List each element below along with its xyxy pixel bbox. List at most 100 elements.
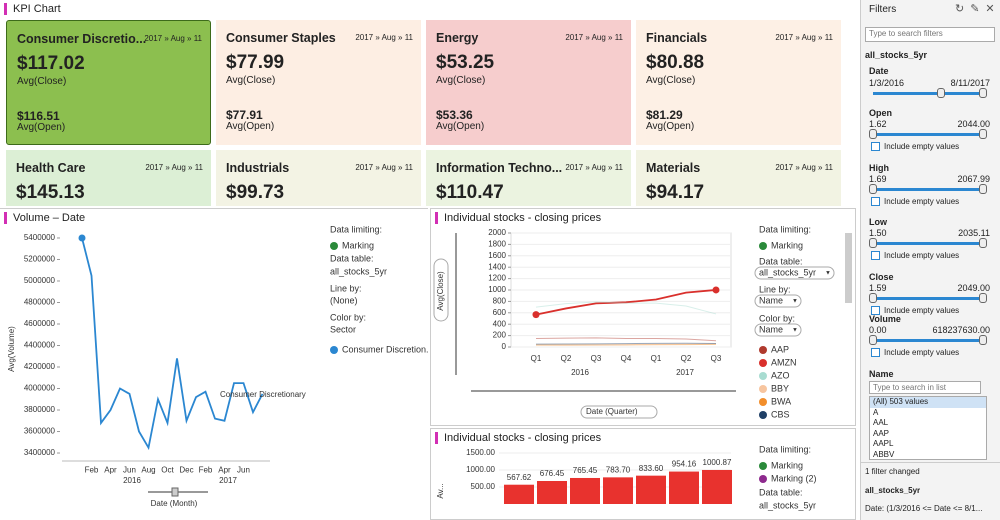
legend-text[interactable]: Name (759, 324, 783, 334)
kpi-tile[interactable]: Financials 2017 » Aug » 11 $80.88 Avg(Close… (636, 20, 841, 145)
tile-date: 2017 » Aug » 11 (145, 163, 203, 172)
filter-slider[interactable] (873, 297, 985, 300)
x-axis-selector[interactable] (580, 405, 658, 419)
tile-date: 2017 » Aug » 11 (144, 34, 202, 43)
filter-label: Name (869, 369, 894, 379)
filter-search[interactable]: Type to search filters (865, 27, 995, 42)
slider-thumb[interactable] (979, 238, 987, 248)
filter-min: 1.50 (869, 228, 887, 238)
checkbox[interactable] (871, 251, 880, 260)
name-item[interactable]: AAL (873, 418, 889, 427)
filter-min: 1/3/2016 (869, 78, 905, 88)
kpi-tile[interactable]: Health Care 2017 » Aug » 11 $145.13 (6, 150, 211, 206)
kpi-tile[interactable]: Information Techno... 2017 » Aug » 11 $110… (426, 150, 631, 206)
legend-text: all_stocks_5yr (759, 500, 816, 510)
value-label: 1000.87 (703, 458, 732, 467)
dropdown-arrow: ▼ (825, 271, 831, 277)
legend-text[interactable]: Name (759, 295, 783, 305)
filter-max: 2044.00 (957, 119, 990, 129)
legend-swatch (759, 475, 767, 483)
y-tick-label: 800 (493, 297, 507, 306)
line-series (535, 301, 717, 315)
legend-text: all_stocks_5yr (330, 266, 387, 276)
slider-thumb[interactable] (979, 335, 987, 345)
checkbox[interactable] (871, 348, 880, 357)
x-tick-label: Apr (218, 466, 231, 475)
name-item[interactable]: AAPL (873, 439, 894, 448)
x-tick-label: Feb (199, 466, 213, 475)
kpi-tile[interactable]: Consumer Staples 2017 » Aug » 11 $77.99 Avg… (216, 20, 421, 145)
name-item[interactable]: A (873, 407, 879, 417)
x-tick-label: Jun (237, 466, 250, 475)
filter-max: 2035.11 (958, 228, 990, 238)
y-axis-title[interactable]: Avg(Close) (436, 271, 445, 311)
checkbox[interactable] (871, 142, 880, 151)
y-tick-label: 1200 (488, 274, 506, 283)
tile-date: 2017 » Aug » 11 (565, 163, 623, 172)
slider-thumb[interactable] (979, 129, 987, 139)
scrollbar[interactable] (845, 233, 852, 303)
tile-value: $110.47 (436, 182, 504, 203)
legend-text: Marking (342, 240, 374, 250)
marked-point (78, 234, 86, 242)
legend-text: Marking (771, 240, 803, 250)
name-item[interactable]: AAP (873, 428, 890, 438)
checkbox[interactable] (871, 306, 880, 315)
filter-slider[interactable] (873, 242, 985, 245)
line-series (535, 337, 717, 342)
tile-open-label: Avg(Open) (17, 122, 66, 133)
slider-thumb[interactable] (869, 184, 877, 194)
bar (702, 469, 732, 504)
slider-thumb[interactable] (979, 184, 987, 194)
slider-thumb[interactable] (869, 293, 877, 303)
filter-slider[interactable] (873, 188, 985, 191)
slider-thumb[interactable] (171, 487, 179, 497)
slider-thumb[interactable] (979, 88, 987, 98)
filter-tools[interactable]: ↻✎✕ (955, 3, 1000, 15)
slider-thumb[interactable] (869, 238, 877, 248)
y-tick-label: 1500.00 (466, 448, 495, 457)
bar (570, 477, 600, 504)
legend-text: Sector (330, 324, 356, 334)
tile-value: $94.17 (646, 182, 705, 203)
dropdown[interactable] (754, 323, 802, 337)
legend-swatch (759, 346, 767, 354)
legend-text[interactable]: all_stocks_5yr (759, 267, 816, 277)
slider-thumb[interactable] (869, 335, 877, 345)
dropdown[interactable] (754, 294, 802, 308)
volume-panel: Volume – Date 3400000 3600000 3800000 40000… (0, 208, 428, 520)
kpi-tile[interactable]: Materials 2017 » Aug » 11 $94.17 (636, 150, 841, 206)
checkbox[interactable] (871, 197, 880, 206)
y-tick-label: 5400000 (24, 233, 56, 242)
stocks-bar-panel: Individual stocks - closing prices 500.0… (430, 428, 856, 520)
slider-thumb[interactable] (869, 129, 877, 139)
legend-text: (None) (330, 295, 358, 305)
name-list: (All) 503 values A AAL AAP AAPL ABBV (869, 396, 987, 460)
kpi-tile[interactable]: Energy 2017 » Aug » 11 $53.25 Avg(Close) $53… (426, 20, 631, 145)
y-axis-selector[interactable] (433, 258, 449, 322)
filter-slider[interactable] (873, 92, 985, 95)
legend-swatch (759, 462, 767, 470)
slider-thumb[interactable] (937, 88, 945, 98)
name-item[interactable]: (All) 503 values (870, 397, 986, 408)
filter-min: 1.59 (869, 283, 887, 293)
tile-date: 2017 » Aug » 11 (775, 163, 833, 172)
kpi-tile[interactable]: Industrials 2017 » Aug » 11 $99.73 (216, 150, 421, 206)
bar (504, 484, 534, 504)
name-item[interactable]: ABBV (873, 449, 895, 459)
kpi-tile[interactable]: Consumer Discretio... 2017 » Aug » 11 $117… (6, 20, 211, 145)
filter-max: 2067.99 (957, 174, 990, 184)
name-search[interactable]: Type to search in list (869, 381, 981, 394)
x-tick-label: Q2 (681, 354, 692, 363)
filter-slider[interactable] (873, 133, 985, 136)
dropdown[interactable] (754, 266, 835, 280)
y-tick-label: 400 (493, 319, 507, 328)
x-axis-title[interactable]: Date (Quarter) (586, 407, 638, 416)
legend-text: Data table: (330, 253, 374, 263)
filter-slider[interactable] (873, 339, 985, 342)
y-tick-label: 1600 (488, 251, 506, 260)
slider-thumb[interactable] (979, 293, 987, 303)
panel-title: Individual stocks - closing prices (435, 432, 601, 444)
panel-title: Individual stocks - closing prices (435, 212, 601, 224)
legend-swatch (759, 398, 767, 406)
